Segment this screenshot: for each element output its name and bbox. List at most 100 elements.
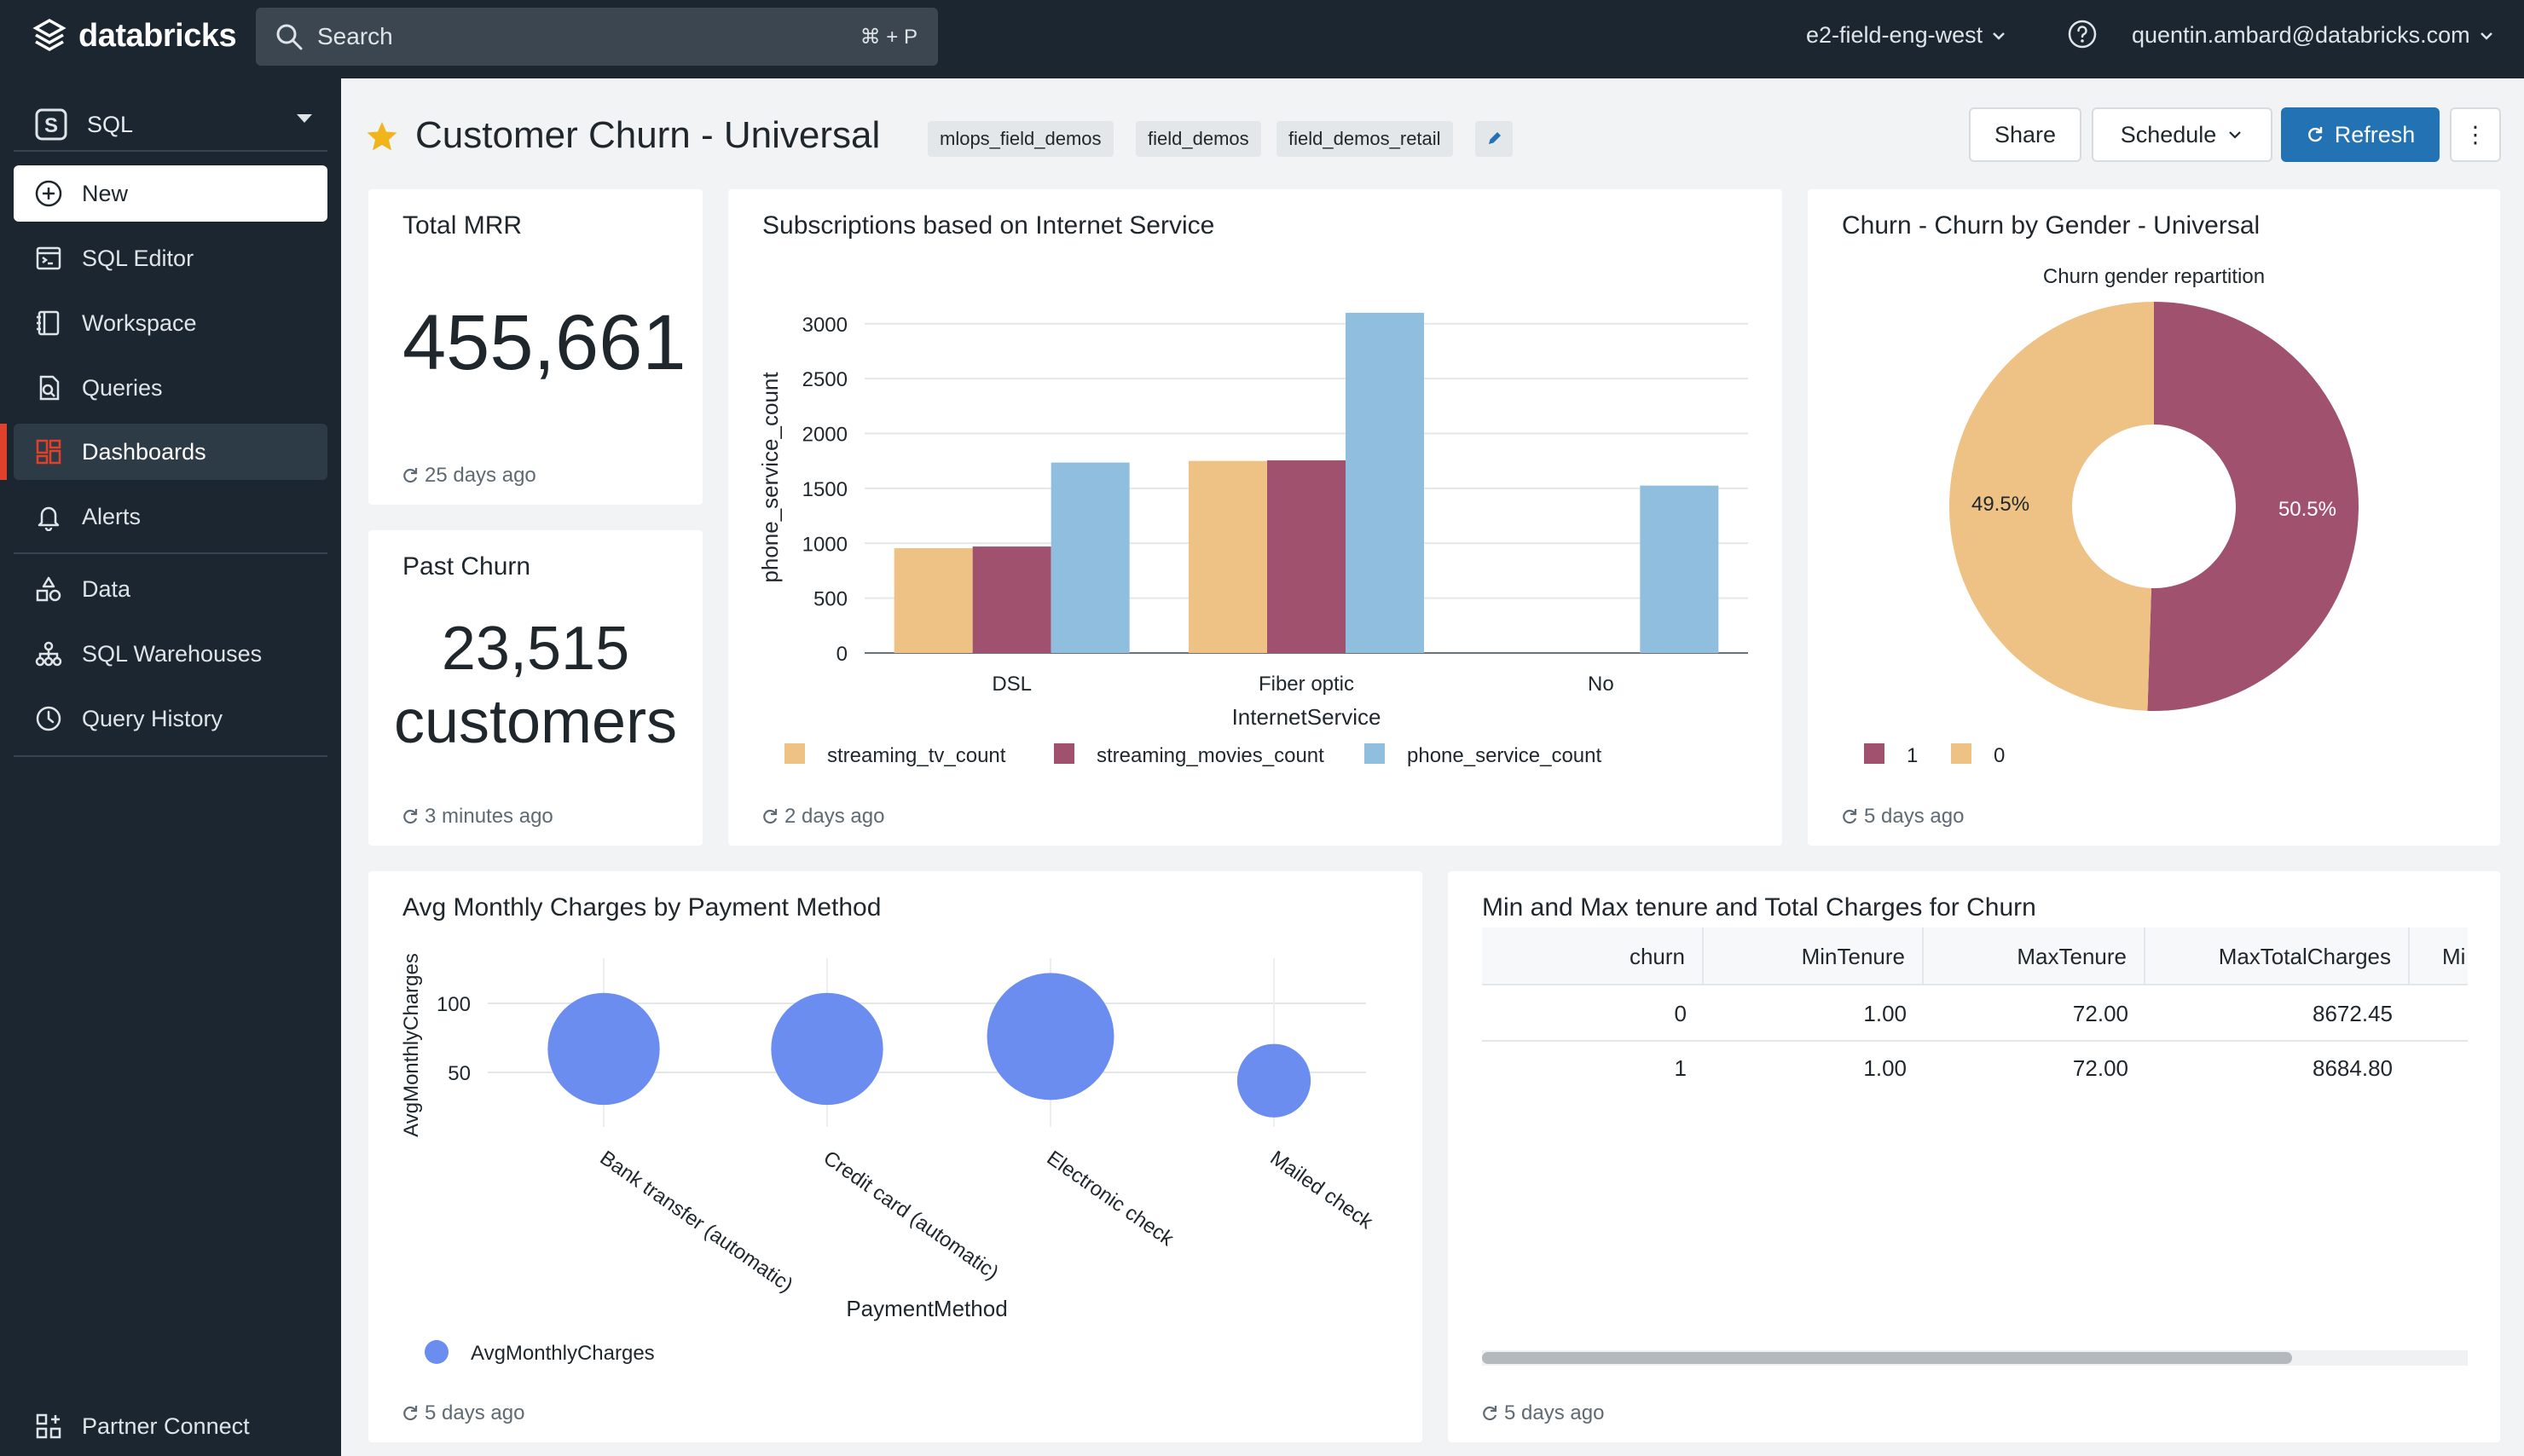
- pie-slice[interactable]: [1948, 302, 2154, 711]
- table-header: churn MinTenure MaxTenure MaxTotalCharge…: [1482, 927, 2468, 985]
- y-tick-label: 2500: [802, 368, 848, 391]
- more-options-button[interactable]: ⋮: [2450, 107, 2501, 162]
- edit-tags-button[interactable]: [1475, 121, 1513, 157]
- legend-swatch[interactable]: [1864, 743, 1884, 764]
- workspace-name: e2-field-eng-west: [1806, 22, 1983, 48]
- sidebar-item-sql-warehouses[interactable]: SQL Warehouses: [14, 626, 327, 682]
- table-cell: 72.00: [2072, 1055, 2128, 1081]
- sidebar-item-sql-editor[interactable]: SQL Editor: [14, 230, 327, 286]
- sidebar-item-data[interactable]: Data: [14, 561, 327, 617]
- widget-footer: 5 days ago: [1840, 805, 1964, 829]
- widget-total-mrr: Total MRR 455,661 25 days ago: [368, 189, 703, 505]
- legend-swatch[interactable]: [425, 1340, 449, 1364]
- legend-swatch[interactable]: [1951, 743, 1971, 764]
- legend-label[interactable]: 1: [1907, 744, 1918, 767]
- column-header[interactable]: Mi: [2442, 944, 2466, 969]
- subscriptions-bar-chart: 0 500 1000 1500 2000 2500 3000 DSL Fiber optic No…: [757, 312, 1748, 767]
- bar[interactable]: [1189, 460, 1267, 653]
- y-tick-label: 1000: [802, 533, 848, 556]
- x-tick-label: DSL: [992, 673, 1032, 696]
- bar[interactable]: [1051, 462, 1130, 653]
- tag-field-demos-retail[interactable]: field_demos_retail: [1276, 121, 1453, 157]
- sidebar-item-label: Alerts: [82, 503, 142, 529]
- table-cell: 72.00: [2072, 1001, 2128, 1026]
- refresh-button[interactable]: Refresh: [2281, 107, 2440, 162]
- legend-swatch[interactable]: [1364, 743, 1385, 764]
- sidebar-item-queries[interactable]: Queries: [14, 360, 327, 416]
- bubble-point[interactable]: [771, 992, 883, 1106]
- legend-label[interactable]: phone_service_count: [1407, 744, 1601, 767]
- user-email: quentin.ambard@databricks.com: [2132, 22, 2470, 48]
- refresh-icon: [1483, 1406, 1497, 1421]
- tag-mlops-field-demos[interactable]: mlops_field_demos: [928, 121, 1114, 157]
- bar[interactable]: [894, 548, 973, 653]
- legend-swatch[interactable]: [1054, 743, 1074, 764]
- pie-slice[interactable]: [2147, 302, 2359, 711]
- sidebar-item-query-history[interactable]: Query History: [14, 690, 327, 747]
- user-menu[interactable]: quentin.ambard@databricks.com: [2132, 22, 2494, 49]
- bar[interactable]: [1346, 312, 1424, 653]
- legend-label[interactable]: 0: [1994, 744, 2005, 767]
- updated-time: 25 days ago: [425, 464, 536, 487]
- widget-payment-method: Avg Monthly Charges by Payment Method 50…: [368, 871, 1422, 1442]
- slice-value-label: 49.5%: [1971, 493, 2029, 516]
- chevron-down-icon: [1993, 32, 2005, 40]
- favorite-star-icon[interactable]: [365, 119, 399, 153]
- help-icon[interactable]: [2067, 19, 2098, 49]
- x-tick-label: Fiber optic: [1259, 673, 1354, 696]
- data-icon: [36, 576, 61, 602]
- bubble-point[interactable]: [547, 992, 660, 1106]
- gender-donut-chart: Churn gender repartition 50.5% 49.5% 1 0: [1864, 265, 2359, 767]
- bar[interactable]: [1640, 485, 1719, 653]
- y-tick-label: 100: [437, 993, 471, 1016]
- bubble-point[interactable]: [1236, 1043, 1311, 1118]
- sidebar-item-alerts[interactable]: Alerts: [14, 488, 327, 545]
- sidebar-item-label: Queries: [82, 374, 163, 401]
- search-bar[interactable]: Search ⌘ + P: [256, 8, 938, 66]
- column-header[interactable]: churn: [1482, 927, 1704, 985]
- legend-label[interactable]: AvgMonthlyCharges: [471, 1342, 655, 1365]
- table-cell: 8672.45: [2313, 1001, 2393, 1026]
- clock-icon: [36, 706, 61, 731]
- y-tick-label: 1500: [802, 478, 848, 501]
- caret-down-icon[interactable]: [297, 114, 312, 123]
- sidebar-item-label: Dashboards: [82, 438, 206, 465]
- sidebar-item-workspace[interactable]: Workspace: [14, 295, 327, 351]
- column-header[interactable]: MaxTotalCharges: [2145, 927, 2410, 985]
- tag-field-demos[interactable]: field_demos: [1136, 121, 1261, 157]
- legend-swatch[interactable]: [784, 743, 805, 764]
- legend-label[interactable]: streaming_tv_count: [827, 744, 1006, 767]
- x-tick-label: Credit card (automatic): [819, 1147, 1003, 1285]
- y-tick-label: 2000: [802, 424, 848, 447]
- persona-switcher[interactable]: S SQL: [34, 104, 133, 145]
- sidebar-item-label: Query History: [82, 705, 223, 731]
- refresh-icon: [403, 468, 418, 483]
- column-header[interactable]: MinTenure: [1704, 927, 1924, 985]
- bar[interactable]: [972, 546, 1051, 653]
- column-header[interactable]: MaxTenure: [1924, 927, 2145, 985]
- legend-label[interactable]: streaming_movies_count: [1097, 744, 1324, 767]
- logo-text: databricks: [78, 17, 237, 54]
- partner-connect-icon: [36, 1413, 61, 1439]
- share-button[interactable]: Share: [1969, 107, 2081, 162]
- search-label: Search: [317, 23, 393, 49]
- search-shortcut: ⌘ + P: [860, 26, 918, 49]
- chevron-down-icon: [2229, 131, 2242, 139]
- sidebar-item-label: Data: [82, 575, 131, 602]
- horizontal-scrollbar[interactable]: [1482, 1350, 2468, 1366]
- widget-subscriptions: Subscriptions based on Internet Service …: [728, 189, 1782, 846]
- share-label: Share: [1994, 121, 2057, 147]
- sidebar-item-new[interactable]: New: [14, 165, 327, 222]
- chevron-down-icon: [2480, 32, 2492, 40]
- sidebar-item-dashboards[interactable]: Dashboards: [14, 424, 327, 480]
- workspace-switcher[interactable]: e2-field-eng-west: [1806, 22, 2006, 49]
- schedule-button[interactable]: Schedule: [2092, 107, 2272, 162]
- widget-footer: 5 days ago: [1480, 1401, 1604, 1425]
- sidebar-item-partner-connect[interactable]: Partner Connect: [14, 1398, 327, 1454]
- bar[interactable]: [1267, 460, 1346, 653]
- databricks-logo[interactable]: databricks: [32, 17, 237, 55]
- scrollbar-thumb[interactable]: [1482, 1352, 2292, 1364]
- bubble-point[interactable]: [987, 973, 1114, 1101]
- search-icon: [276, 24, 303, 50]
- page-title: Customer Churn - Universal: [415, 114, 881, 156]
